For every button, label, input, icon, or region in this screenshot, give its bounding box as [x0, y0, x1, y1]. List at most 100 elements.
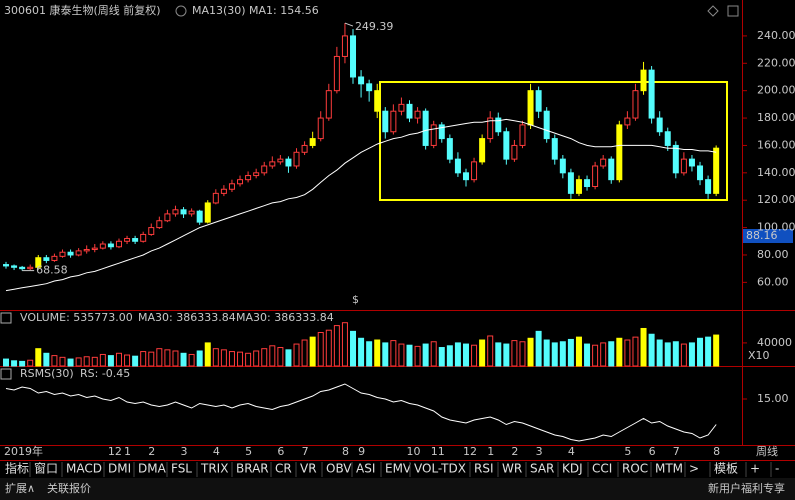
- x-tick-label: 8: [342, 445, 349, 458]
- indicator-tab[interactable]: 模板: [714, 462, 738, 476]
- volume-bar: [358, 337, 365, 367]
- indicator-tab[interactable]: FSL: [171, 462, 192, 476]
- volume-bar: [261, 348, 268, 367]
- indicator-tab[interactable]: VOL-TDX: [414, 462, 466, 476]
- candle-body: [196, 210, 203, 223]
- volume-bar: [608, 341, 615, 367]
- indicator-tab[interactable]: TRIX: [200, 462, 228, 476]
- panel-toggle[interactable]: [0, 368, 12, 380]
- y-tick-label: 240.00: [757, 29, 795, 42]
- volume-bar: [228, 351, 235, 367]
- candle-body: [487, 117, 494, 140]
- period-label: 周线: [756, 444, 778, 458]
- status-bar: [0, 478, 795, 500]
- indicator-tab[interactable]: +: [750, 462, 760, 476]
- indicator-tab[interactable]: MACD: [66, 462, 102, 476]
- candle-body: [503, 131, 510, 160]
- indicator-tab[interactable]: -: [775, 462, 779, 476]
- candle-body: [358, 76, 365, 85]
- x-tick-label: 12: [108, 445, 122, 458]
- volume-bar: [341, 322, 348, 367]
- indicator-tab[interactable]: 指标: [5, 461, 29, 476]
- candle-body: [212, 192, 219, 204]
- candle-body: [664, 131, 671, 146]
- candle-body: [35, 257, 42, 268]
- ma-value: MA1: 154.56: [249, 4, 319, 17]
- indicator-tab[interactable]: ASI: [356, 462, 375, 476]
- maximize-icon[interactable]: [727, 5, 739, 17]
- candle-body: [51, 255, 58, 261]
- volume-bar: [713, 334, 720, 367]
- volume-bar: [99, 353, 106, 367]
- indicator-tab[interactable]: ROC: [622, 462, 648, 476]
- volume-bar: [575, 336, 582, 367]
- y-tick-label: 15.00: [757, 392, 789, 405]
- candle-body: [253, 172, 260, 177]
- y-tick-label: 40000: [757, 336, 792, 349]
- expand-button[interactable]: 扩展∧: [5, 481, 35, 495]
- volume-bar: [51, 355, 58, 367]
- candle-body: [309, 138, 316, 146]
- indicator-tab[interactable]: EMV: [385, 462, 412, 476]
- indicator-tab[interactable]: MTM: [655, 462, 683, 476]
- candle-body: [245, 175, 252, 181]
- candle-body: [132, 238, 139, 242]
- candle-body: [67, 251, 74, 256]
- volume-bar: [285, 349, 292, 367]
- x-tick-label: 9: [358, 445, 365, 458]
- candle-body: [422, 110, 429, 146]
- volume-bar: [503, 343, 510, 367]
- volume-title: VOLUME: 535773.00: [20, 311, 133, 324]
- volume-bar: [430, 341, 437, 367]
- volume-bar: [648, 333, 655, 367]
- x-tick-label: 6: [277, 445, 284, 458]
- candle-body: [277, 158, 284, 163]
- volume-bar: [140, 351, 147, 367]
- indicator-tab[interactable]: SAR: [530, 462, 554, 476]
- volume-bar: [616, 337, 623, 367]
- volume-bar: [471, 344, 478, 367]
- indicator-tab[interactable]: OBV: [326, 462, 352, 476]
- volume-bar: [543, 339, 550, 367]
- indicator-tab[interactable]: RSI: [474, 462, 494, 476]
- indicator-tab[interactable]: VR: [300, 462, 317, 476]
- volume-bar: [398, 343, 405, 367]
- candle-body: [172, 209, 179, 215]
- candle-body: [648, 69, 655, 119]
- volume-bar: [325, 329, 332, 367]
- volume-bar: [269, 345, 276, 367]
- indicator-tab[interactable]: DMA: [138, 462, 167, 476]
- panel-toggle[interactable]: [0, 312, 12, 324]
- candle-body: [600, 158, 607, 167]
- indicator-tab[interactable]: WR: [502, 462, 522, 476]
- y-tick-label: 60.00: [757, 275, 789, 288]
- settings-icon[interactable]: [175, 5, 187, 17]
- candle-body: [107, 243, 114, 248]
- indicator-tab[interactable]: BRAR: [236, 462, 269, 476]
- volume-bar: [19, 360, 26, 367]
- indicator-tab[interactable]: CR: [275, 462, 292, 476]
- promo[interactable]: 新用户福利专享: [708, 481, 785, 495]
- candle-body: [592, 165, 599, 188]
- indicator-tab[interactable]: 窗口: [34, 462, 58, 476]
- indicator-tab[interactable]: DMI: [108, 462, 131, 476]
- volume-bar: [212, 348, 219, 367]
- candle-body: [406, 103, 413, 119]
- indicator-tab[interactable]: CCI: [592, 462, 612, 476]
- related-quotes[interactable]: 关联报价: [47, 481, 91, 495]
- candle-body: [608, 158, 615, 181]
- volume-bar: [487, 335, 494, 367]
- volume-bar: [390, 340, 397, 367]
- volume-bar: [446, 345, 453, 367]
- indicator-tab[interactable]: KDJ: [562, 462, 583, 476]
- volume-ma: MA30: 386333.84: [138, 311, 236, 324]
- candle-body: [519, 124, 526, 146]
- x-tick-label: 2: [511, 445, 518, 458]
- indicator-tab[interactable]: >: [689, 462, 699, 476]
- volume-bar: [584, 343, 591, 367]
- toggle-icon[interactable]: [707, 5, 719, 17]
- volume-unit: X10: [748, 349, 770, 362]
- candle-body: [220, 188, 227, 194]
- candle-body: [567, 172, 574, 194]
